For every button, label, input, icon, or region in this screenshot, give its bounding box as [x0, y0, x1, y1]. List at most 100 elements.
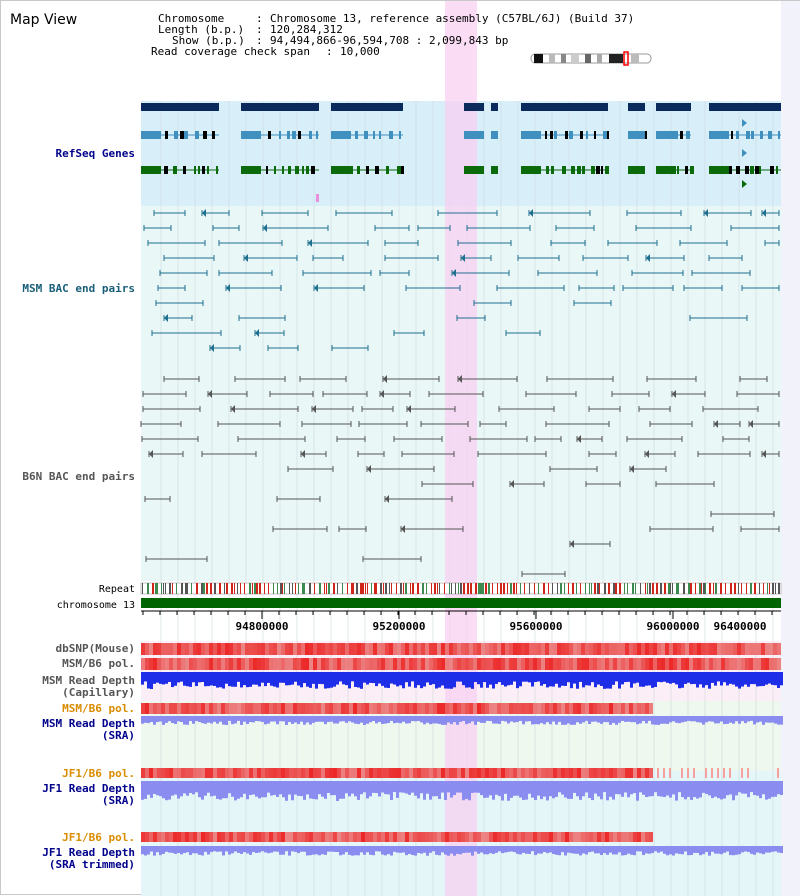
exon [550, 131, 553, 139]
repeat-element [328, 583, 330, 594]
chromosome-ideogram[interactable] [530, 51, 652, 66]
read-depth-bar [225, 672, 228, 684]
polymorphism-cell [541, 658, 545, 670]
read-depth-bar [738, 716, 741, 724]
read-depth-bar [405, 781, 408, 794]
read-depth-bar [561, 781, 564, 795]
polymorphism-cell [305, 658, 309, 670]
read-depth-bar [414, 716, 417, 722]
polymorphism-cell [609, 703, 613, 714]
read-depth-bar [654, 846, 657, 852]
read-depth-bar [576, 716, 579, 723]
repeat-element [412, 583, 414, 594]
exon [596, 166, 600, 174]
read-depth-bar [249, 672, 252, 687]
read-depth-bar [399, 846, 402, 853]
read-depth-bar [342, 781, 345, 799]
polymorphism-and-depth-tracks[interactable] [141, 643, 783, 856]
read-depth-bar [228, 672, 231, 687]
repeat-track[interactable] [140, 582, 782, 595]
repeat-element [775, 583, 776, 594]
read-depth-bar [504, 672, 507, 687]
read-depth-bar [177, 672, 180, 683]
read-depth-bar [663, 672, 666, 682]
read-depth-bar [228, 716, 231, 721]
read-depth-bar [354, 672, 357, 687]
read-depth-bar [321, 716, 324, 722]
polymorphism-cell [341, 832, 345, 842]
polymorphism-cell [177, 768, 181, 778]
polymorphism-cell [341, 658, 345, 670]
read-depth-bar [477, 672, 480, 685]
polymorphism-cell [441, 643, 445, 655]
dbsnp-track-label: dbSNP(Mouse) [56, 642, 135, 655]
b6n-bac-pair-arrow [458, 375, 462, 383]
polymorphism-cell [541, 643, 545, 655]
read-depth-bar [453, 846, 456, 856]
polymorphism-cell [193, 643, 197, 655]
polymorphism-cell [649, 643, 653, 655]
polymorphism-cell [177, 658, 181, 670]
polymorphism-cell [381, 703, 385, 714]
polymorphism-cell [381, 643, 385, 655]
repeat-element [510, 583, 512, 594]
chromosome-bar[interactable] [141, 598, 781, 608]
read-depth-bar [180, 672, 183, 682]
polymorphism-cell [545, 832, 549, 842]
repeat-element [371, 583, 372, 594]
b6n-bac-pair-arrow [383, 375, 387, 383]
polymorphism-cell [453, 768, 457, 778]
read-depth-bar [750, 672, 753, 685]
read-depth-bar [732, 846, 735, 856]
repeat-element [591, 583, 592, 594]
read-depth-bar [507, 716, 510, 724]
repeat-element [701, 583, 702, 594]
polymorphism-cell [293, 703, 297, 714]
refseq-genes-track[interactable] [141, 103, 781, 202]
read-depth-bar [318, 672, 321, 684]
repeat-element [709, 583, 711, 594]
polymorphism-cell [245, 643, 249, 655]
read-depth-bar [561, 716, 564, 725]
polymorphism-cell [597, 703, 601, 714]
read-depth-bar [519, 716, 522, 721]
b6n-bac-end-pairs-track[interactable] [140, 375, 780, 577]
repeat-element [619, 583, 621, 594]
repeat-element [624, 583, 625, 594]
read-depth-bar [618, 672, 621, 689]
repeat-element [627, 583, 628, 594]
polymorphism-cell [753, 643, 757, 655]
read-depth-bar [555, 846, 558, 855]
read-depth-bar [675, 846, 678, 854]
refseq-track-label: RefSeq Genes [56, 147, 135, 160]
msm-bac-end-pairs-track[interactable] [143, 209, 780, 352]
read-depth-bar [399, 716, 402, 724]
polymorphism-cell [309, 703, 313, 714]
read-depth-bar [624, 716, 627, 722]
read-depth-bar [627, 672, 630, 682]
polymorphism-cell [197, 832, 201, 842]
polymorphism-cell [401, 658, 405, 670]
polymorphism-cell [561, 832, 565, 842]
selected-region-highlight[interactable] [445, 1, 477, 896]
read-depth-bar [279, 781, 282, 795]
read-depth-bar [369, 716, 372, 723]
read-depth-bar [702, 846, 705, 855]
polymorphism-cell [593, 768, 597, 778]
polymorphism-cell [269, 768, 273, 778]
repeat-element [431, 583, 432, 594]
length-label: Length (b.p.) [158, 23, 244, 36]
read-depth-bar [723, 672, 726, 683]
polymorphism-cell [401, 768, 405, 778]
polymorphism-cell [537, 768, 541, 778]
polymorphism-cell [565, 703, 569, 714]
polymorphism-cell [473, 643, 477, 655]
read-depth-bar [453, 672, 456, 688]
read-depth-bar [573, 672, 576, 684]
read-depth-bar [546, 781, 549, 801]
read-depth-bar [411, 672, 414, 682]
read-depth-bar [186, 846, 189, 853]
polymorphism-cell [409, 643, 413, 655]
